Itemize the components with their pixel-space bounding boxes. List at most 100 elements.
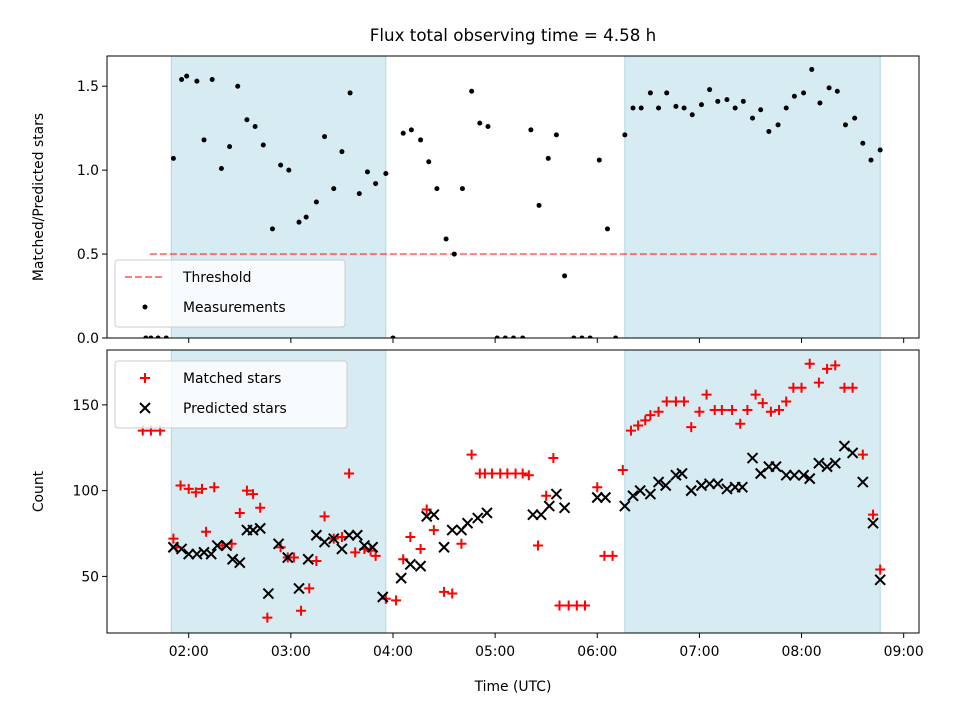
top-panel: 0.0 0.5 1.0 1.5 Matched/Predicted stars Thres…	[31, 55, 920, 347]
matched-star-marker	[262, 612, 273, 623]
measurement-point	[689, 112, 695, 118]
predicted-star-marker	[282, 551, 294, 564]
measurement-point	[579, 335, 585, 338]
measurement-point	[766, 129, 772, 135]
measurement-point	[647, 90, 653, 96]
measurement-point	[443, 236, 449, 242]
measurement-point	[732, 105, 738, 111]
measurement-point	[868, 157, 874, 163]
measurement-point	[303, 214, 309, 220]
matched-star-marker	[466, 449, 477, 460]
legend-measurement-swatch	[142, 304, 148, 310]
predicted-star-marker	[328, 532, 340, 545]
predicted-star-marker	[336, 543, 348, 555]
axes-frame	[106, 349, 920, 634]
matched-star-marker	[415, 543, 426, 554]
x-tick-label: 07:00	[679, 644, 719, 660]
matched-star-marker	[653, 406, 664, 417]
observing-window-band	[624, 350, 881, 633]
measurement-point	[260, 142, 266, 148]
legend: Matched stars Predicted stars	[114, 360, 348, 429]
matched-star-marker	[857, 449, 868, 460]
x-tick-label: 09:00	[884, 644, 924, 660]
matched-star-marker	[523, 470, 534, 481]
measurement-point	[383, 171, 389, 176]
matched-star-marker	[241, 485, 252, 496]
matched-star-marker	[640, 415, 651, 426]
measurement-point	[209, 77, 215, 82]
measurement-point	[469, 88, 475, 94]
predicted-star-marker	[558, 502, 571, 514]
measurement-point	[179, 77, 185, 82]
measurement-point	[545, 155, 551, 161]
matched-star-marker	[686, 422, 697, 433]
predicted-star-marker	[302, 553, 314, 565]
matched-star-marker	[296, 605, 307, 616]
matched-star-marker	[742, 405, 753, 416]
measurement-point	[553, 132, 559, 138]
predicted-star-marker	[543, 500, 555, 512]
measurement-point	[673, 103, 679, 109]
bottom-panel: 50 100 150 02:00 03:00 04:00 05:00 06:00 07:00 08…	[31, 349, 924, 695]
measurement-point	[750, 115, 756, 121]
matched-star-marker	[234, 507, 245, 518]
measurement-point	[536, 202, 542, 208]
legend-box	[114, 360, 348, 429]
measurement-point	[339, 149, 345, 155]
predicted-star-marker	[736, 481, 749, 493]
predicted-star-marker	[293, 582, 305, 595]
matched-star-marker	[405, 531, 416, 542]
predicted-star-marker	[481, 507, 493, 519]
legend-box	[114, 259, 346, 328]
matched-star-marker	[580, 600, 591, 611]
predicted-star-marker	[527, 508, 539, 521]
predicted-star-marker	[619, 500, 631, 512]
measurement-point	[834, 88, 840, 94]
matched-star-marker	[288, 552, 299, 563]
y-tick-label: 150	[72, 398, 99, 414]
predicted-star-marker	[377, 591, 389, 603]
plot-area	[143, 56, 883, 338]
y-axis-label: Count	[31, 470, 47, 512]
measurement-point	[724, 97, 730, 103]
predicted-star-marker	[351, 529, 363, 541]
measurement-point	[528, 127, 534, 133]
measurement-point	[218, 165, 224, 171]
predicted-star-marker	[867, 517, 879, 529]
predicted-star-marker	[652, 476, 665, 488]
measurement-point	[494, 335, 500, 338]
legend-label: Measurements	[183, 300, 286, 316]
measurement-point	[364, 169, 370, 175]
y-tick-label: 0.5	[77, 247, 99, 263]
measurement-point	[313, 199, 319, 205]
matched-star-marker	[607, 550, 618, 561]
measurement-point	[390, 335, 396, 338]
matched-star-marker	[190, 487, 201, 498]
predicted-star-marker	[857, 476, 869, 488]
measurement-point	[170, 155, 176, 161]
predicted-star-marker	[254, 522, 266, 535]
measurement-point	[596, 157, 602, 163]
predicted-star-marker	[627, 490, 639, 502]
matched-star-marker	[201, 526, 212, 537]
x-tick-label: 02:00	[169, 644, 209, 660]
matched-star-marker	[830, 360, 841, 371]
measurement-point	[826, 85, 832, 91]
chart-title: Flux total observing time = 4.58 h	[370, 25, 656, 45]
predicted-star-marker	[703, 478, 716, 490]
matched-star-marker	[548, 453, 559, 464]
measurement-point	[356, 191, 362, 197]
measurement-point	[148, 335, 154, 338]
measurement-point	[817, 100, 823, 106]
matched-star-marker	[774, 405, 785, 416]
matched-star-marker	[796, 382, 807, 393]
matched-star-marker	[679, 396, 690, 407]
matched-star-marker	[456, 538, 467, 549]
predicted-star-marker	[428, 508, 440, 521]
predicted-star-marker	[234, 556, 246, 569]
measurement-point	[194, 78, 200, 84]
legend: Threshold Measurements	[114, 259, 346, 328]
measurement-point	[296, 219, 302, 225]
predicted-star-marker	[404, 558, 417, 571]
measurement-point	[664, 90, 670, 96]
